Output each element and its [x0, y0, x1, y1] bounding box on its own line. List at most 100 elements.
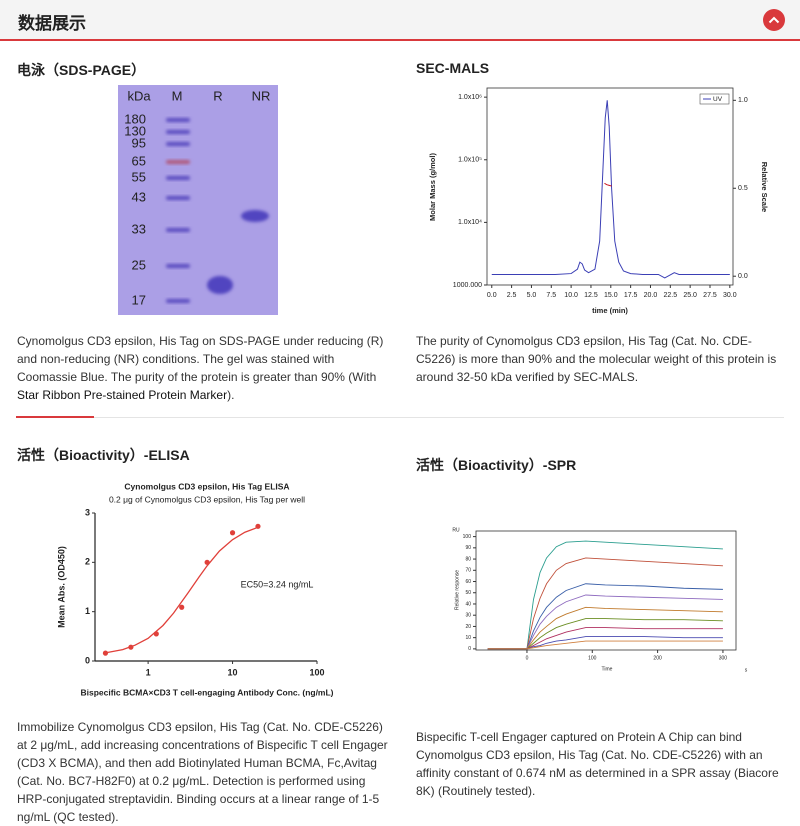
y2-axis-label: Relative Scale	[760, 162, 769, 212]
gel-lane-label: M	[172, 88, 183, 103]
data-line	[103, 526, 259, 654]
gel-band	[166, 299, 190, 303]
data-line	[604, 182, 612, 187]
data-line	[487, 636, 723, 650]
y-tick-label: 50	[465, 590, 471, 596]
x-tick-label: 10	[228, 667, 238, 677]
gel-marker-label: 25	[132, 257, 146, 272]
caption: Cynomolgus CD3 epsilon, His Tag on SDS-P…	[17, 332, 389, 404]
y-tick-label: 0	[468, 646, 471, 652]
gel-marker-label: 43	[132, 189, 146, 204]
x-axis-label: Time	[602, 666, 613, 672]
x-axis-label: Bispecific BCMA×CD3 T cell-engaging Anti…	[80, 687, 333, 697]
y2-tick-label: 1.0	[738, 97, 748, 104]
y-tick-label: 1.0x10⁶	[458, 94, 482, 101]
y-tick-label: 60	[465, 579, 471, 585]
x-tick-label: 20.0	[644, 292, 658, 299]
gel-band	[166, 196, 190, 200]
data-line	[491, 100, 730, 279]
x-tick-label: 12.5	[584, 292, 598, 299]
gel-band	[241, 210, 269, 222]
caption: Bispecific T-cell Engager captured on Pr…	[416, 730, 779, 798]
x-tick-label: 27.5	[703, 292, 717, 299]
x-axis-label: time (min)	[592, 306, 628, 315]
y-axis-label: Molar Mass (g/mol)	[428, 153, 437, 221]
x-tick-label: 2.5	[507, 292, 517, 299]
x-tick-label: 25.0	[683, 292, 697, 299]
x-tick-label: 200	[653, 655, 662, 661]
y2-tick-label: 0.5	[738, 185, 748, 192]
y-tick-label: 80	[465, 556, 471, 562]
caption: Immobilize Cynomolgus CD3 epsilon, His T…	[17, 720, 388, 824]
caption: The purity of Cynomolgus CD3 epsilon, Hi…	[416, 334, 777, 384]
y-tick-label: 70	[465, 568, 471, 574]
data-line	[487, 606, 723, 650]
gel-unit: kDa	[127, 88, 151, 103]
gel-marker-label: 33	[132, 221, 146, 236]
chart-subtitle: 0.2 μg of Cynomolgus CD3 epsilon, His Ta…	[109, 494, 305, 504]
x-tick-label: 30.0	[723, 292, 737, 299]
chart-title: Cynomolgus CD3 epsilon, His Tag ELISA	[124, 481, 289, 491]
header: 数据展示	[0, 0, 800, 41]
data-line	[487, 583, 723, 650]
data-point	[179, 604, 185, 610]
y-tick-label: 10	[465, 635, 471, 641]
legend-box	[699, 93, 730, 105]
x-tick-label: 100	[588, 655, 597, 661]
gel-band	[166, 142, 190, 146]
y-tick-label: 3	[85, 507, 90, 517]
x-tick-label: 0.0	[487, 292, 497, 299]
gel-marker-label: 180	[124, 111, 146, 126]
x-tick-label: 300	[719, 655, 728, 661]
x-tick-label: 15.0	[604, 292, 618, 299]
x-tick-label: 22.5	[663, 292, 677, 299]
x-unit-label: s	[745, 667, 748, 673]
x-tick-label: 10.0	[564, 292, 578, 299]
gel-band	[166, 130, 190, 134]
x-tick-label: 100	[309, 667, 324, 677]
data-line	[487, 618, 723, 650]
y-axis-label: Mean Abs. (OD450)	[56, 546, 66, 628]
gel-marker-label: 55	[132, 169, 146, 184]
y-tick-label: 0	[85, 655, 90, 665]
data-line	[487, 557, 723, 650]
section-title: 电泳（SDS-PAGE）	[17, 62, 146, 78]
y2-tick-label: 0.0	[738, 273, 748, 280]
y-axis-label: Relative response	[454, 570, 460, 610]
legend-label: UV	[713, 96, 723, 103]
y-tick-label: 100	[463, 534, 472, 540]
plot-frame	[486, 87, 734, 286]
y-tick-label: 2	[85, 557, 90, 567]
y-tick-label: 1	[85, 606, 90, 616]
gel-marker-label: 65	[132, 153, 146, 168]
data-line	[487, 627, 723, 650]
x-tick-label: 1	[146, 667, 151, 677]
data-line	[487, 540, 723, 650]
section-title: SEC-MALS	[416, 60, 490, 76]
gel-band	[166, 160, 190, 164]
header-title: 数据展示	[18, 14, 86, 33]
x-tick-label: 0	[526, 655, 529, 661]
caption-link[interactable]: Star Ribbon Pre-stained Protein Marker	[17, 388, 228, 402]
y-unit-label: RU	[452, 527, 460, 533]
x-tick-label: 17.5	[624, 292, 638, 299]
data-point	[229, 530, 236, 536]
divider-accent	[16, 416, 94, 418]
y-tick-label: 1.0x10⁴	[458, 219, 482, 226]
gel-lane-label: NR	[252, 88, 271, 103]
gel-marker-label: 17	[132, 292, 146, 307]
gel-marker-label: 95	[132, 135, 146, 150]
gel-marker-label: 130	[124, 123, 146, 138]
collapse-button[interactable]	[763, 9, 785, 31]
y-tick-label: 30	[465, 613, 471, 619]
caption-text: Cynomolgus CD3 epsilon, His Tag on SDS-P…	[17, 334, 384, 384]
x-tick-label: 5.0	[527, 292, 537, 299]
caption-text: ).	[227, 388, 235, 402]
divider	[16, 417, 784, 418]
section-title: 活性（Bioactivity）-ELISA	[17, 447, 190, 463]
gel-band	[166, 264, 190, 268]
gel-image	[118, 85, 278, 315]
y-tick-label: 20	[465, 624, 471, 630]
chevron-icon	[768, 16, 780, 24]
